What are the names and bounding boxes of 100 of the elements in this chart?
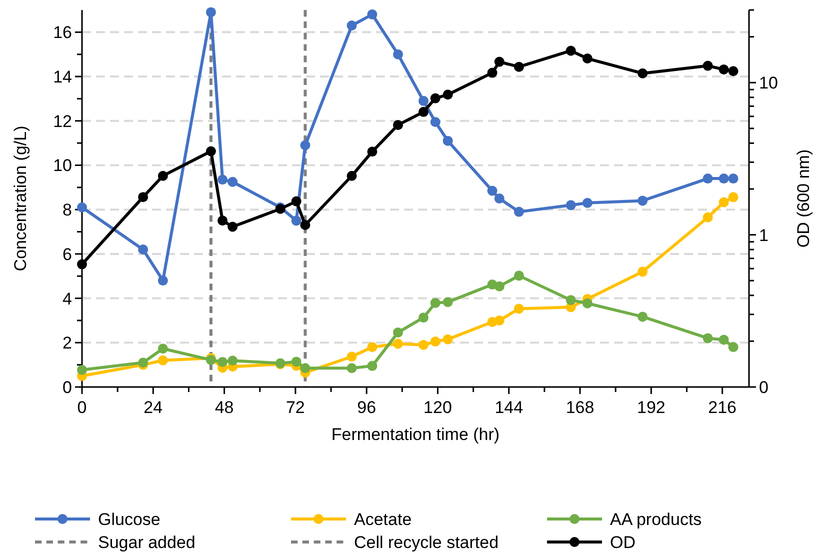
- point: [718, 197, 729, 208]
- point: [346, 352, 357, 362]
- point: [158, 355, 168, 366]
- point: [702, 333, 713, 344]
- point: [158, 276, 168, 286]
- point: [514, 206, 524, 217]
- y-tick-label: 4: [62, 289, 72, 308]
- point: [430, 93, 440, 104]
- point: [228, 176, 238, 187]
- point: [638, 312, 648, 322]
- legend-label: Cell recycle started: [354, 533, 499, 552]
- point: [718, 174, 729, 184]
- point: [566, 46, 576, 56]
- y-tick-label: 2: [62, 334, 72, 353]
- point: [77, 364, 87, 375]
- point: [158, 344, 168, 354]
- point: [300, 363, 310, 374]
- legend-label: AA products: [610, 510, 702, 529]
- x-tick-label: 168: [566, 398, 594, 417]
- point: [138, 244, 148, 255]
- point: [728, 66, 738, 76]
- point: [728, 192, 738, 202]
- point: [494, 194, 504, 204]
- point: [702, 60, 713, 71]
- point: [566, 200, 576, 210]
- point: [418, 96, 429, 106]
- point: [430, 298, 440, 308]
- point: [228, 222, 238, 232]
- point: [430, 336, 440, 347]
- point: [514, 304, 524, 314]
- point: [218, 356, 228, 367]
- point: [291, 356, 302, 367]
- point: [346, 363, 357, 374]
- point: [487, 186, 498, 196]
- point: [346, 20, 357, 31]
- x-tick-label: 144: [494, 398, 524, 417]
- x-tick-label: 120: [424, 398, 452, 417]
- point: [77, 202, 87, 212]
- legend-label: Glucose: [98, 510, 160, 529]
- point: [138, 192, 148, 202]
- point: [291, 216, 302, 226]
- point: [494, 315, 504, 326]
- point: [514, 270, 524, 281]
- point: [418, 340, 429, 350]
- point: [228, 356, 238, 366]
- point: [638, 266, 648, 277]
- point: [393, 49, 404, 60]
- point: [393, 327, 404, 338]
- point: [218, 216, 228, 226]
- point: [206, 146, 216, 156]
- point: [367, 9, 378, 20]
- point: [566, 295, 576, 306]
- point: [442, 90, 453, 100]
- y-tick-label: 14: [53, 68, 72, 87]
- x-tick-label: 24: [144, 398, 163, 417]
- legend-label: Acetate: [354, 510, 412, 529]
- point: [393, 120, 404, 130]
- point: [582, 198, 592, 208]
- y2-tick-label: 0: [759, 378, 768, 397]
- point: [393, 338, 404, 349]
- point: [418, 106, 429, 117]
- point: [77, 259, 87, 270]
- point: [300, 140, 310, 150]
- point: [494, 56, 504, 67]
- y2-tick-label: 10: [759, 74, 778, 93]
- point: [346, 170, 357, 181]
- y2-tick-label: 1: [759, 226, 768, 245]
- point: [728, 342, 738, 352]
- point: [702, 174, 713, 184]
- point: [206, 7, 216, 18]
- point: [702, 212, 713, 222]
- point: [582, 54, 592, 64]
- point: [728, 174, 738, 184]
- point: [367, 342, 378, 352]
- point: [367, 360, 378, 371]
- y-tick-label: 6: [62, 244, 72, 264]
- point: [300, 220, 310, 230]
- y-tick-label: 10: [53, 156, 72, 176]
- y-tick-label: 0: [62, 378, 72, 397]
- x-tick-label: 0: [77, 398, 87, 417]
- point: [442, 136, 453, 146]
- y2-axis-title: OD (600 nm): [794, 149, 813, 248]
- point: [487, 68, 498, 78]
- point: [582, 298, 592, 308]
- point: [494, 281, 504, 292]
- legend-label: OD: [610, 533, 636, 552]
- point: [638, 68, 648, 78]
- x-tick-label: 216: [708, 398, 737, 417]
- point: [638, 196, 648, 206]
- legend-label: Sugar added: [98, 533, 196, 552]
- point: [158, 170, 168, 181]
- x-tick-label: 192: [636, 398, 666, 417]
- point: [442, 334, 453, 344]
- y-tick-label: 12: [53, 112, 72, 131]
- point: [430, 116, 440, 127]
- x-tick-label: 96: [357, 398, 376, 417]
- y-tick-label: 8: [62, 200, 72, 220]
- y-axis-title: Concentration (g/L): [11, 126, 30, 272]
- point: [367, 146, 378, 157]
- y-tick-label: 16: [53, 23, 72, 42]
